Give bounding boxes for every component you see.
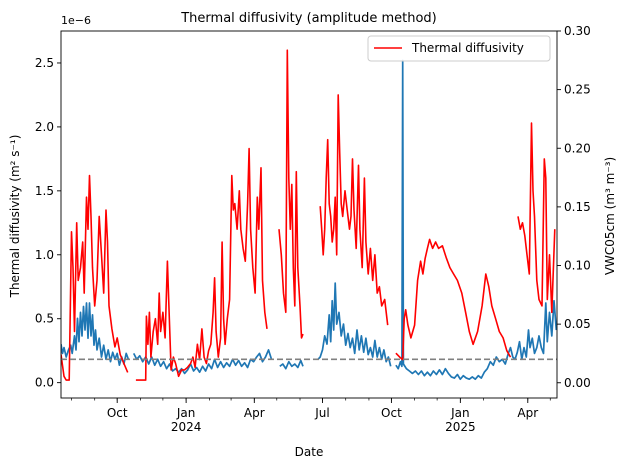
y-tick-label-right: 0.00 bbox=[564, 376, 591, 390]
vwc-line-segment-4 bbox=[317, 282, 392, 367]
y-tick-label-left: 0.5 bbox=[35, 312, 54, 326]
legend-box bbox=[367, 35, 551, 62]
legend[interactable]: Thermal diffusivity bbox=[367, 35, 551, 62]
thermal-diffusivity-line-segment-5 bbox=[395, 238, 512, 361]
x-tick-year-label: 2024 bbox=[171, 420, 202, 434]
plot-series-group bbox=[61, 49, 557, 381]
thermal-diffusivity-line-segment-2 bbox=[135, 147, 268, 381]
thermal-diffusivity-line-segment-4 bbox=[319, 94, 389, 326]
y-tick-label-left: 1.5 bbox=[35, 184, 54, 198]
y-tick-label-right: 0.25 bbox=[564, 83, 591, 97]
y-tick-label-right: 0.20 bbox=[564, 141, 591, 155]
x-axis-label: Date bbox=[295, 445, 324, 459]
y-tick-label-right: 0.30 bbox=[564, 24, 591, 38]
x-tick-label: Oct bbox=[107, 406, 128, 420]
vwc-line-segment-3 bbox=[279, 359, 304, 370]
x-tick-label: Jul bbox=[314, 406, 329, 420]
thermal-diffusivity-line-segment-3 bbox=[278, 49, 304, 339]
thermal-diffusivity-line-segment-1 bbox=[61, 174, 129, 381]
vwc-line-segment-2 bbox=[132, 349, 273, 375]
y-tick-label-left: 0.0 bbox=[35, 376, 54, 390]
axes: 0.0 0.5 1.0 1.5 2.0 2.5 0.00 0.05 0.10 0.15 0.20 0.… bbox=[35, 24, 591, 434]
thermal-diffusivity-line-segment-6 bbox=[517, 122, 556, 314]
x-tick-label: Apr bbox=[244, 406, 265, 420]
axes-frame bbox=[60, 30, 558, 399]
x-tick-year-label: 2025 bbox=[445, 420, 476, 434]
y-tick-label-left: 2.5 bbox=[35, 56, 54, 70]
y-tick-label-left: 1.0 bbox=[35, 248, 54, 262]
y-axis-label-right: VWC05cm (m³ m⁻³) bbox=[603, 157, 617, 275]
x-tick-label: Oct bbox=[381, 406, 402, 420]
vwc-line-segment-1 bbox=[61, 302, 130, 367]
y-tick-label-right: 0.05 bbox=[564, 317, 591, 331]
y-tick-label-right: 0.10 bbox=[564, 259, 591, 273]
chart-title: Thermal diffusivity (amplitude method) bbox=[180, 11, 437, 26]
y-axis-label-left: Thermal diffusivity (m² s⁻¹) bbox=[8, 135, 22, 299]
vwc-line-segment-5 bbox=[395, 59, 557, 381]
x-tick-label: Jan bbox=[450, 406, 470, 420]
legend-label-thermal-diffusivity: Thermal diffusivity bbox=[411, 41, 524, 55]
x-tick-label: Apr bbox=[517, 406, 538, 420]
plot-area bbox=[61, 49, 557, 381]
y-tick-label-left: 2.0 bbox=[35, 120, 54, 134]
y-offset-text: 1e−6 bbox=[61, 14, 91, 27]
x-tick-label: Jan bbox=[176, 406, 196, 420]
y-tick-label-right: 0.15 bbox=[564, 200, 591, 214]
